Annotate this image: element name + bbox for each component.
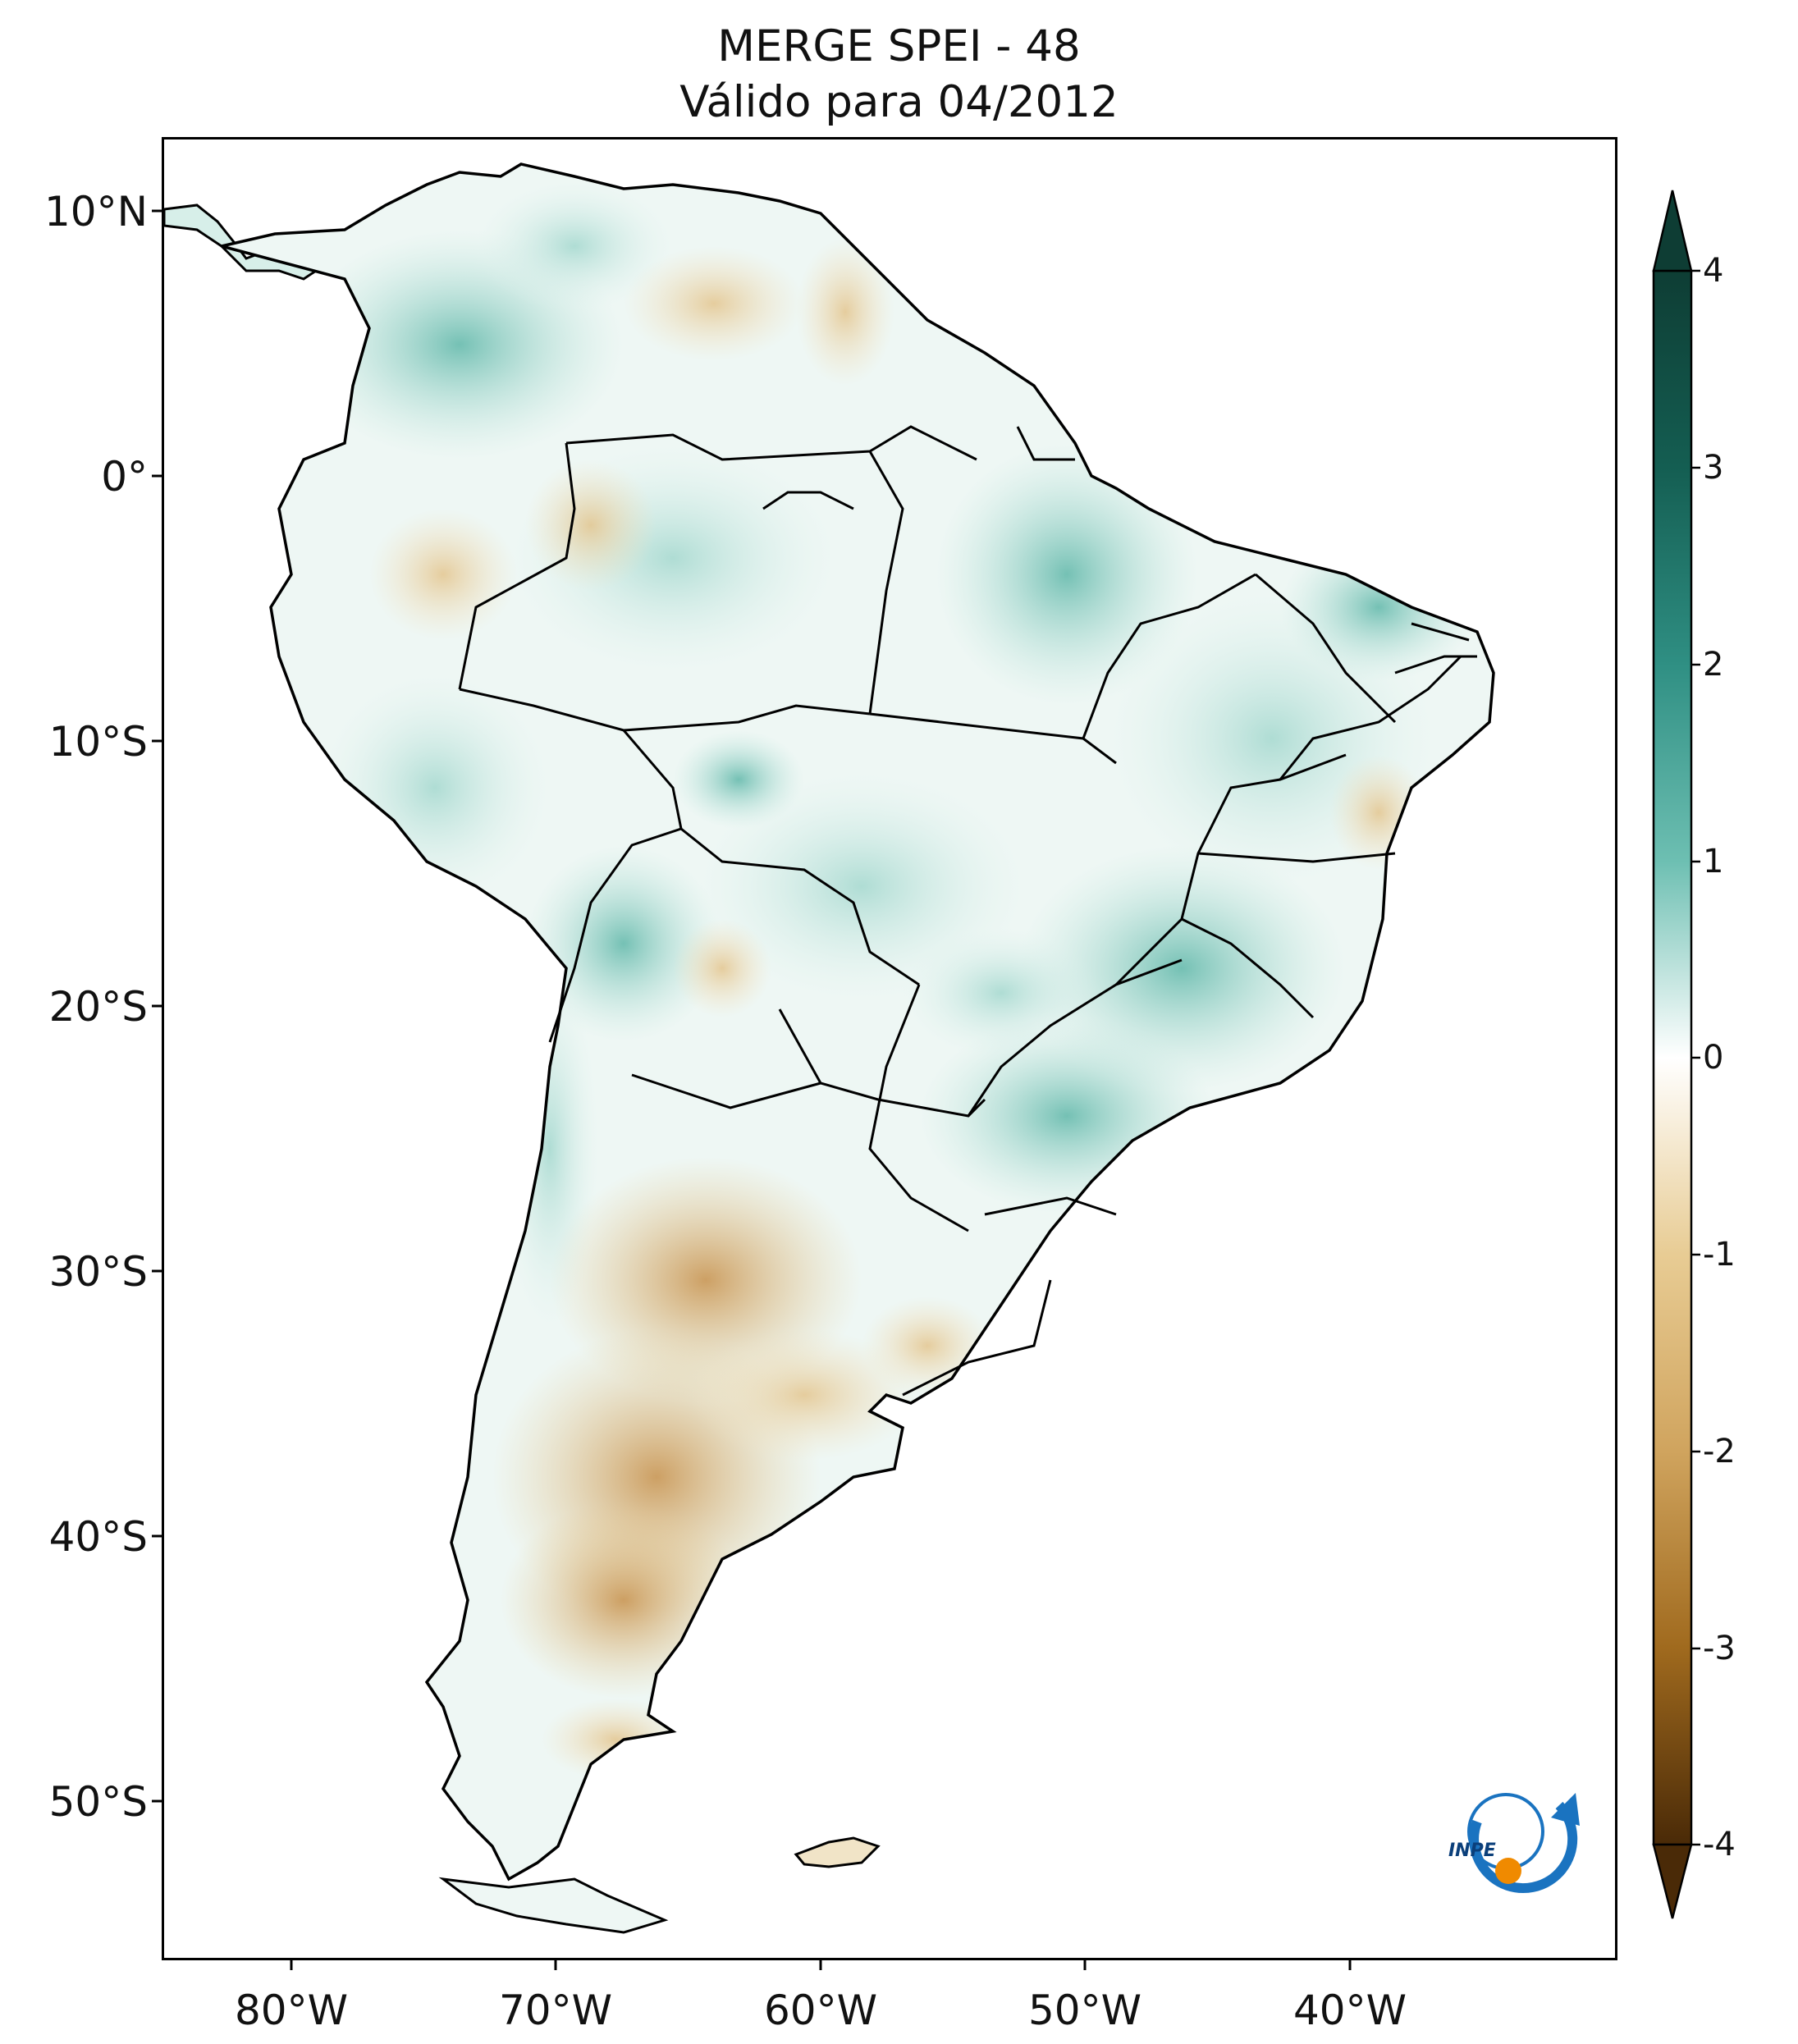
lon-label-80w: 80°W [234,1987,349,2034]
inpe-logo-text: INPE [1448,1841,1496,1861]
lat-label-30s: 30°S [48,1248,148,1296]
axis-ticks [152,209,1352,1970]
lon-label-40w: 40°W [1292,1987,1407,2034]
spei-shading [222,164,1494,1879]
colorbar-label-neg2: -2 [1703,1433,1736,1470]
tierra-del-fuego-shape [438,1877,669,1934]
colorbar [1652,190,1700,1919]
borders [458,425,1477,1397]
inpe-logo [1467,1793,1580,1893]
lat-label-0: 0° [101,453,148,501]
colorbar-label-0: 0 [1703,1039,1724,1077]
lat-label-20s: 20°S [48,983,148,1031]
colorbar-label-4: 4 [1703,252,1724,290]
map-subtitle: Válido para 04/2012 [679,77,1119,127]
lat-label-40s: 40°S [48,1513,148,1561]
colorbar-label-2: 2 [1703,646,1724,684]
lat-label-10n: 10°N [43,188,148,235]
colorbar-label-1: 1 [1703,843,1724,880]
lon-label-60w: 60°W [763,1987,878,2034]
falklands-shape [794,1836,881,1868]
lat-label-10s: 10°S [48,718,148,766]
colorbar-max-arrow [1652,190,1693,272]
colorbar-label-neg3: -3 [1703,1630,1736,1667]
colorbar-min-arrow [1652,1843,1693,1919]
colorbar-label-neg1: -1 [1703,1236,1736,1273]
colorbar-label-3: 3 [1703,449,1724,487]
lon-label-50w: 50°W [1027,1987,1142,2034]
colorbar-label-neg4: -4 [1703,1826,1736,1863]
lat-label-50s: 50°S [48,1778,148,1826]
lon-label-70w: 70°W [498,1987,613,2034]
map-title: MERGE SPEI - 48 [717,21,1081,71]
